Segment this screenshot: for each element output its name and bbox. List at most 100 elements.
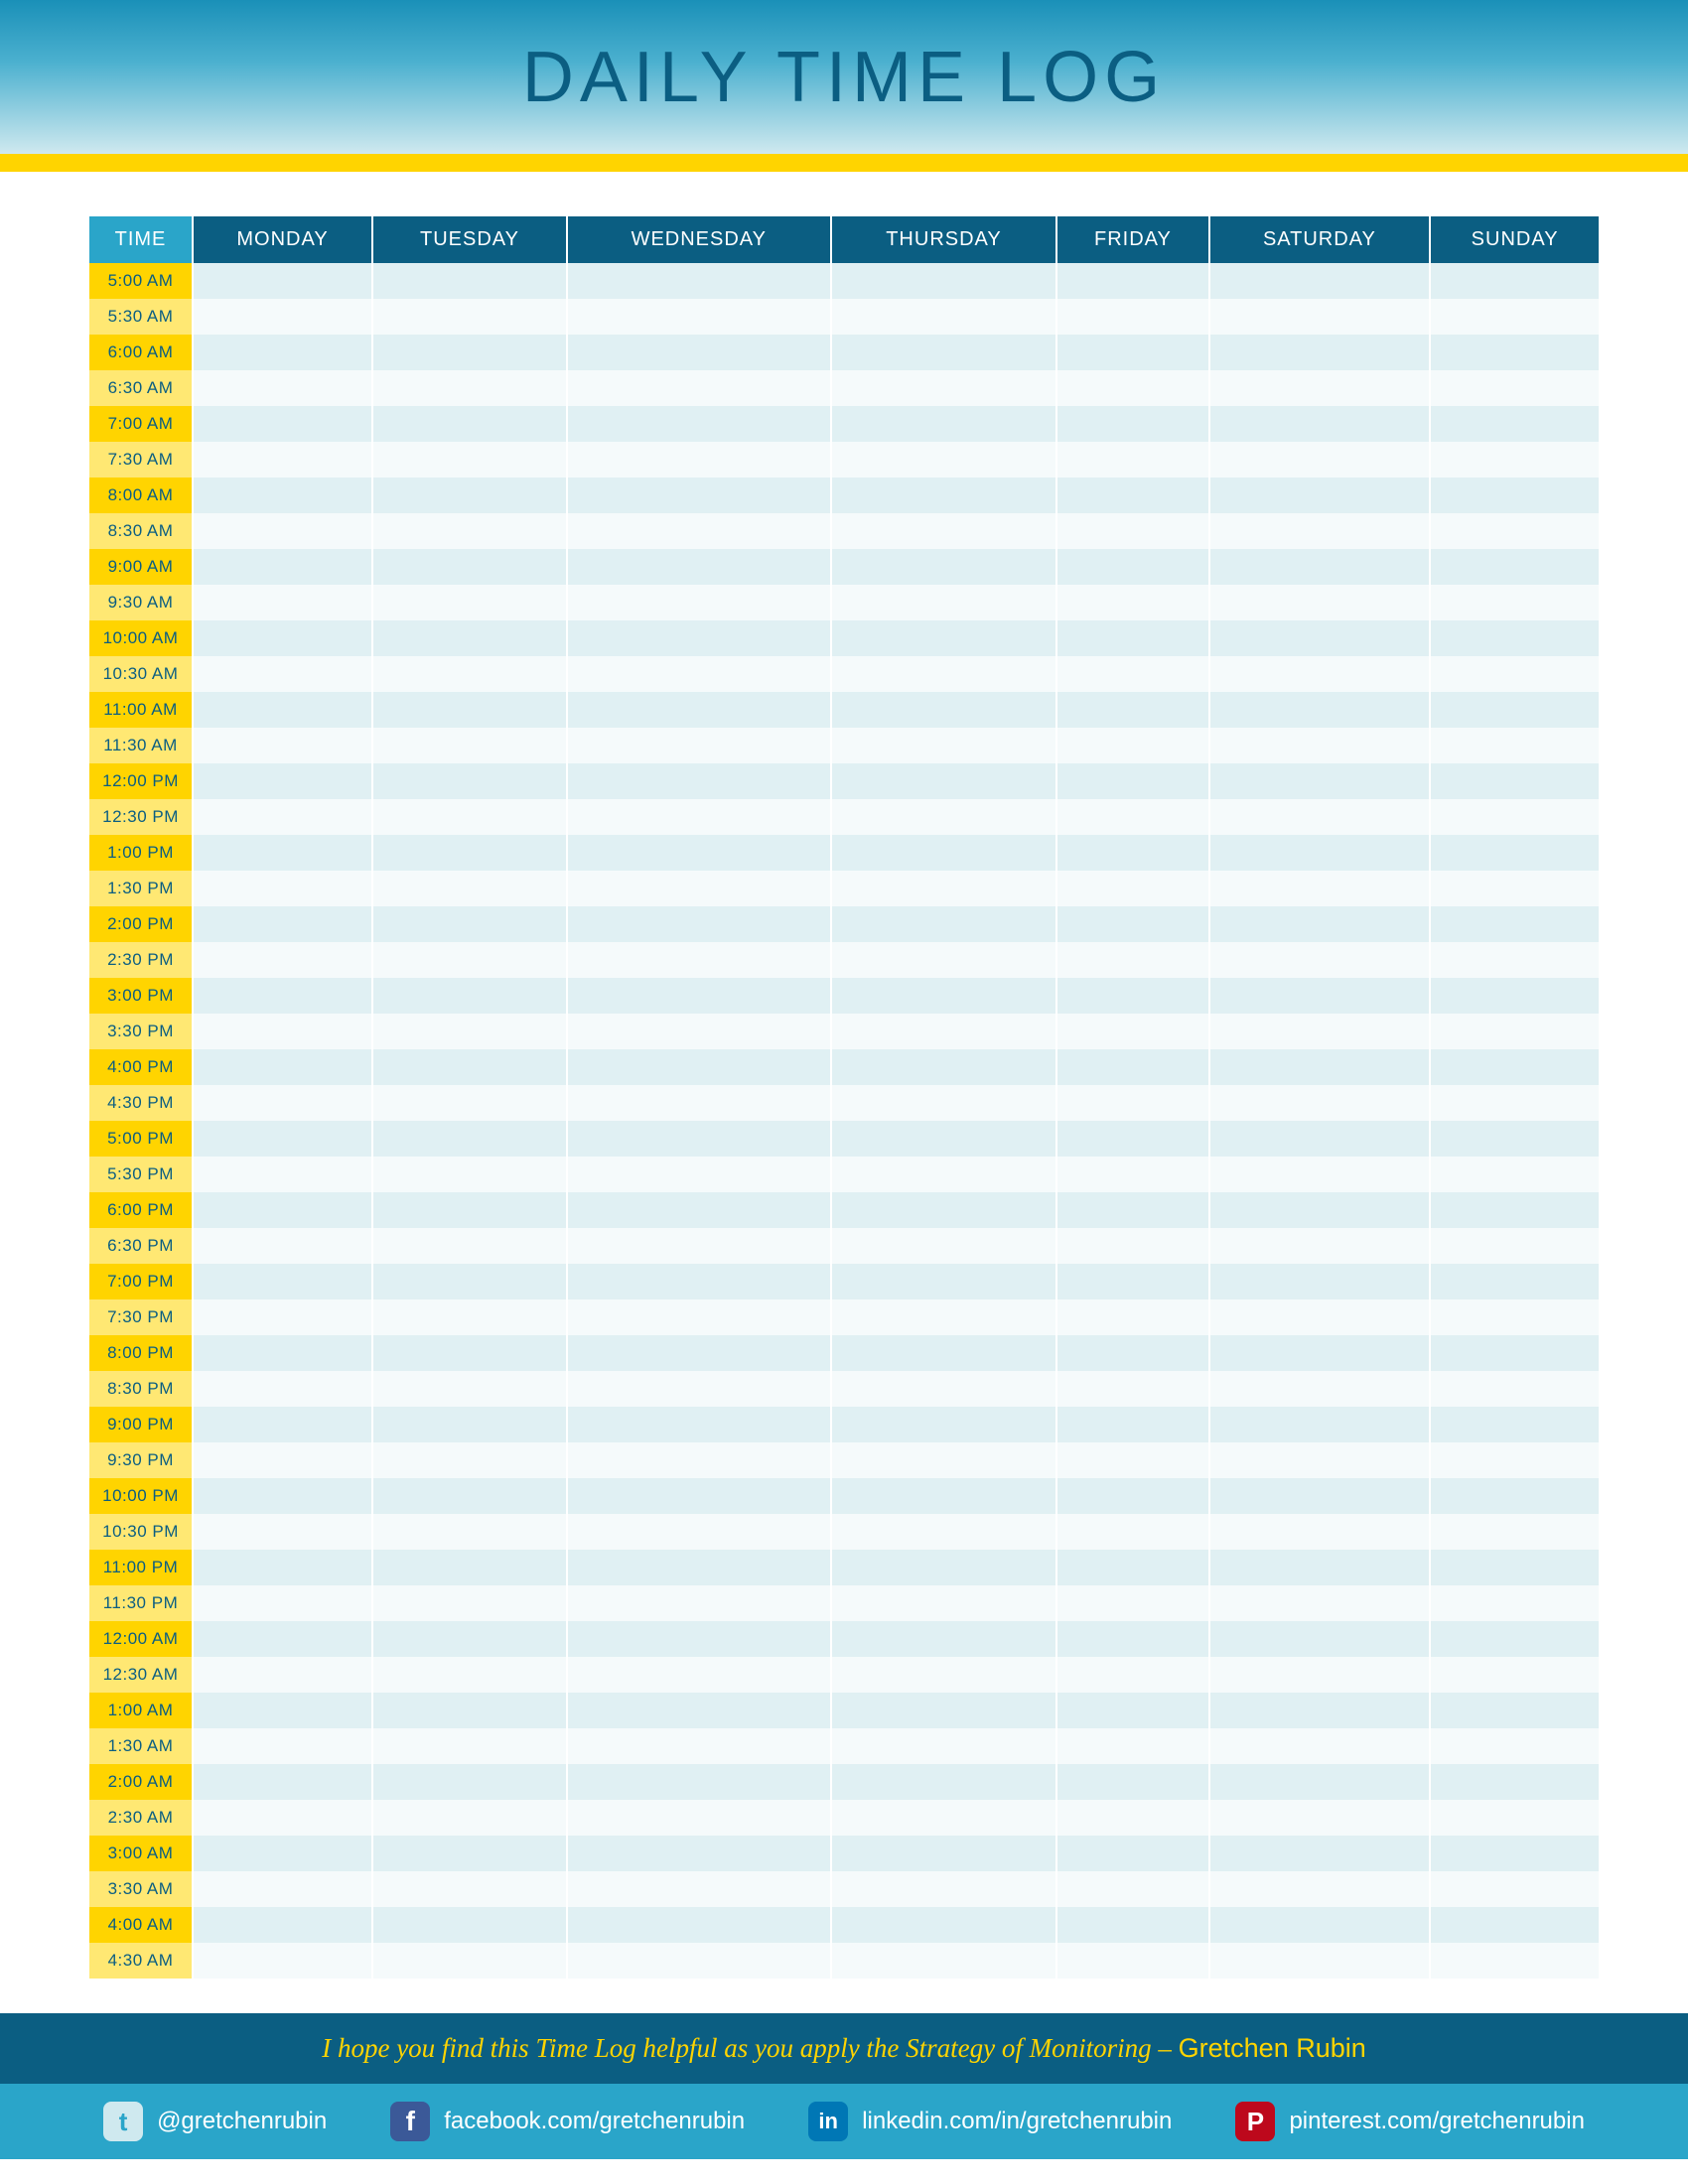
log-cell[interactable]: [832, 942, 1058, 978]
log-cell[interactable]: [194, 656, 373, 692]
log-cell[interactable]: [1210, 1943, 1432, 1979]
log-cell[interactable]: [373, 1550, 568, 1585]
log-cell[interactable]: [373, 513, 568, 549]
log-cell[interactable]: [1210, 656, 1432, 692]
log-cell[interactable]: [373, 978, 568, 1014]
log-cell[interactable]: [1431, 1121, 1599, 1157]
log-cell[interactable]: [1210, 906, 1432, 942]
log-cell[interactable]: [1431, 1335, 1599, 1371]
log-cell[interactable]: [832, 692, 1058, 728]
log-cell[interactable]: [832, 513, 1058, 549]
log-cell[interactable]: [1431, 942, 1599, 978]
log-cell[interactable]: [373, 763, 568, 799]
log-cell[interactable]: [194, 906, 373, 942]
log-cell[interactable]: [568, 978, 832, 1014]
log-cell[interactable]: [194, 1049, 373, 1085]
log-cell[interactable]: [568, 513, 832, 549]
log-cell[interactable]: [1431, 1764, 1599, 1800]
log-cell[interactable]: [568, 549, 832, 585]
log-cell[interactable]: [1431, 513, 1599, 549]
log-cell[interactable]: [832, 1192, 1058, 1228]
log-cell[interactable]: [1057, 942, 1209, 978]
log-cell[interactable]: [1431, 478, 1599, 513]
log-cell[interactable]: [832, 620, 1058, 656]
log-cell[interactable]: [1431, 1550, 1599, 1585]
log-cell[interactable]: [1057, 906, 1209, 942]
log-cell[interactable]: [1210, 1585, 1432, 1621]
log-cell[interactable]: [1057, 1585, 1209, 1621]
log-cell[interactable]: [1431, 1264, 1599, 1299]
log-cell[interactable]: [1210, 1299, 1432, 1335]
log-cell[interactable]: [568, 1478, 832, 1514]
log-cell[interactable]: [832, 1157, 1058, 1192]
log-cell[interactable]: [194, 1871, 373, 1907]
log-cell[interactable]: [1431, 1478, 1599, 1514]
log-cell[interactable]: [373, 1335, 568, 1371]
log-cell[interactable]: [1057, 1335, 1209, 1371]
log-cell[interactable]: [1431, 370, 1599, 406]
log-cell[interactable]: [568, 1049, 832, 1085]
log-cell[interactable]: [1210, 1514, 1432, 1550]
log-cell[interactable]: [568, 442, 832, 478]
log-cell[interactable]: [1057, 1085, 1209, 1121]
log-cell[interactable]: [1210, 1550, 1432, 1585]
log-cell[interactable]: [832, 1657, 1058, 1693]
log-cell[interactable]: [194, 978, 373, 1014]
log-cell[interactable]: [832, 335, 1058, 370]
log-cell[interactable]: [194, 1800, 373, 1836]
log-cell[interactable]: [194, 1514, 373, 1550]
log-cell[interactable]: [1431, 1371, 1599, 1407]
log-cell[interactable]: [832, 906, 1058, 942]
log-cell[interactable]: [373, 728, 568, 763]
log-cell[interactable]: [194, 1228, 373, 1264]
log-cell[interactable]: [1057, 263, 1209, 299]
log-cell[interactable]: [373, 1371, 568, 1407]
log-cell[interactable]: [1210, 1264, 1432, 1299]
log-cell[interactable]: [194, 1728, 373, 1764]
log-cell[interactable]: [568, 263, 832, 299]
log-cell[interactable]: [1431, 871, 1599, 906]
log-cell[interactable]: [568, 1693, 832, 1728]
log-cell[interactable]: [568, 370, 832, 406]
log-cell[interactable]: [568, 1371, 832, 1407]
log-cell[interactable]: [194, 1907, 373, 1943]
log-cell[interactable]: [373, 1514, 568, 1550]
social-twitter[interactable]: t @gretchenrubin: [103, 2102, 327, 2141]
log-cell[interactable]: [194, 1550, 373, 1585]
log-cell[interactable]: [568, 1943, 832, 1979]
log-cell[interactable]: [194, 763, 373, 799]
log-cell[interactable]: [568, 1871, 832, 1907]
log-cell[interactable]: [1057, 1407, 1209, 1442]
log-cell[interactable]: [568, 799, 832, 835]
log-cell[interactable]: [1210, 763, 1432, 799]
log-cell[interactable]: [1210, 263, 1432, 299]
log-cell[interactable]: [1057, 549, 1209, 585]
log-cell[interactable]: [1210, 1764, 1432, 1800]
log-cell[interactable]: [1057, 763, 1209, 799]
log-cell[interactable]: [1210, 1014, 1432, 1049]
log-cell[interactable]: [373, 1228, 568, 1264]
log-cell[interactable]: [194, 1264, 373, 1299]
log-cell[interactable]: [373, 585, 568, 620]
log-cell[interactable]: [832, 763, 1058, 799]
log-cell[interactable]: [568, 1264, 832, 1299]
log-cell[interactable]: [832, 370, 1058, 406]
log-cell[interactable]: [194, 406, 373, 442]
log-cell[interactable]: [832, 1049, 1058, 1085]
log-cell[interactable]: [1057, 1693, 1209, 1728]
log-cell[interactable]: [373, 1657, 568, 1693]
log-cell[interactable]: [194, 692, 373, 728]
log-cell[interactable]: [568, 763, 832, 799]
log-cell[interactable]: [373, 1871, 568, 1907]
log-cell[interactable]: [194, 299, 373, 335]
log-cell[interactable]: [568, 1764, 832, 1800]
log-cell[interactable]: [1210, 1836, 1432, 1871]
log-cell[interactable]: [1210, 442, 1432, 478]
log-cell[interactable]: [568, 1299, 832, 1335]
log-cell[interactable]: [373, 1585, 568, 1621]
log-cell[interactable]: [1057, 299, 1209, 335]
log-cell[interactable]: [568, 1550, 832, 1585]
log-cell[interactable]: [373, 1800, 568, 1836]
log-cell[interactable]: [1210, 978, 1432, 1014]
log-cell[interactable]: [568, 1585, 832, 1621]
